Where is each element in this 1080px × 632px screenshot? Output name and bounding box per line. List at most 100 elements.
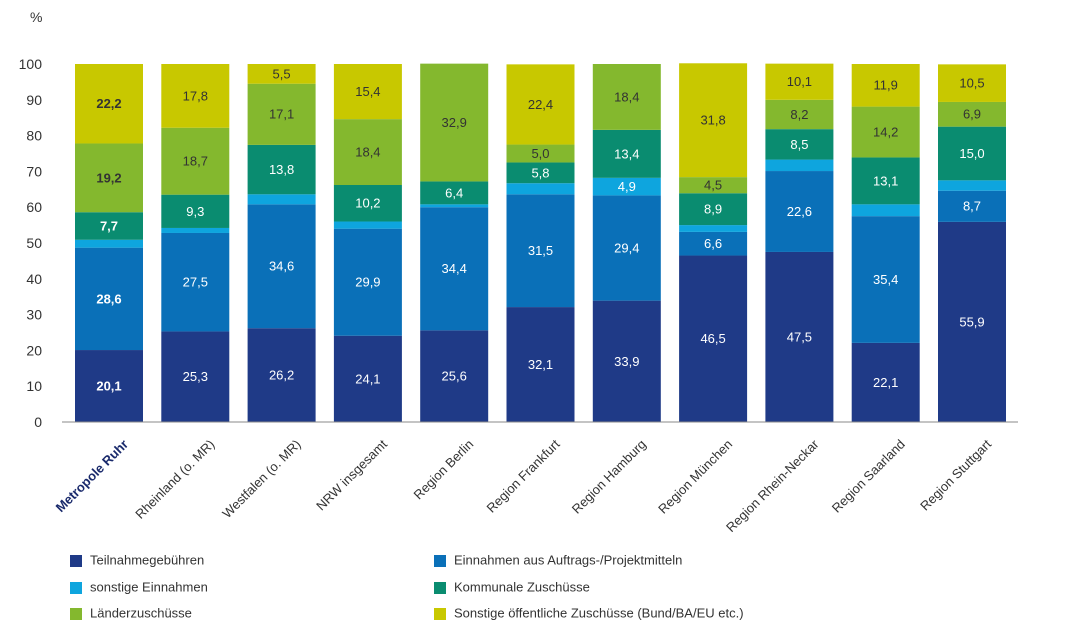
data-label: 22,6 (787, 204, 812, 219)
x-tick-label: Region Berlin (411, 437, 477, 503)
legend-item: Teilnahmegebühren (70, 552, 204, 567)
bar-segment (247, 328, 316, 422)
data-label: 17,8 (183, 88, 208, 103)
bar-segment (333, 335, 402, 422)
data-label: 15,4 (355, 84, 380, 99)
bar-segment (938, 64, 1006, 102)
y-tick-label: 10 (26, 378, 42, 394)
bar-segment (592, 177, 661, 196)
x-tick-label: Region München (655, 437, 735, 517)
bar-segment (506, 64, 575, 145)
data-label: 29,9 (355, 275, 380, 290)
data-label: 11,9 (874, 78, 898, 93)
bar-segment (592, 64, 661, 130)
data-label: 31,8 (700, 113, 725, 128)
bar-segment (333, 228, 402, 336)
data-label: 24,1 (355, 371, 380, 386)
y-tick-label: 80 (26, 128, 42, 144)
bar-segment (506, 162, 575, 184)
bar-segment (75, 212, 143, 240)
bar-segment (161, 331, 230, 422)
x-tick-label: NRW insgesamt (313, 436, 390, 513)
legend-swatch (70, 582, 82, 594)
legend-item: Länderzuschüsse (70, 605, 192, 620)
bar-segment (592, 195, 661, 301)
bar-stack: 25,3 27,5 9,3 18,7 17,8 (161, 64, 230, 422)
bar-segment (592, 129, 661, 178)
data-label: 25,6 (442, 369, 467, 384)
y-axis-unit-label: % (30, 9, 42, 25)
x-tick-label: Region Hamburg (569, 437, 649, 517)
bar-segment (851, 157, 920, 205)
legend: Teilnahmegebühren Einnahmen aus Auftrags-… (70, 552, 744, 620)
x-tick-label: Region Stuttgart (917, 436, 994, 513)
bar-segment (333, 64, 402, 120)
bar-segment (765, 99, 834, 130)
legend-swatch (434, 608, 446, 620)
bar-segment (851, 204, 920, 217)
data-label: 13,4 (614, 146, 639, 161)
bar-segment (161, 232, 230, 332)
data-label: 4,9 (618, 179, 636, 194)
bar-segment (938, 126, 1006, 181)
data-label: 32,1 (528, 357, 553, 372)
bar-stack: 55,9 8,7 15,0 6,9 10,5 (938, 64, 1006, 422)
data-label: 8,2 (790, 107, 808, 122)
bar-stack: 26,2 34,6 13,8 17,1 5,5 (247, 64, 316, 422)
bar-segment (765, 129, 834, 160)
data-label: 6,6 (704, 236, 722, 251)
bar-segment (851, 216, 920, 343)
y-tick-label: 90 (26, 92, 42, 108)
data-label: 10,5 (959, 76, 984, 91)
bar-segment (75, 143, 143, 213)
bar-segment (506, 307, 575, 422)
data-label: 34,4 (442, 261, 467, 276)
legend-label: sonstige Einnahmen (90, 579, 208, 594)
legend-item: Einnahmen aus Auftrags-/Projektmitteln (434, 552, 682, 567)
y-tick-label: 40 (26, 271, 42, 287)
data-label: 34,6 (269, 259, 294, 274)
bar-segment (592, 300, 661, 422)
data-label: 5,0 (531, 146, 549, 161)
x-tick-label: Region Saarland (829, 437, 908, 516)
bar-segment (161, 127, 230, 195)
data-label: 18,7 (183, 154, 208, 169)
data-label: 32,9 (442, 115, 467, 130)
bar-segment (333, 185, 402, 222)
y-tick-label: 20 (26, 342, 42, 358)
data-label: 18,4 (614, 89, 639, 104)
bar-stack: 47,5 22,6 8,5 8,2 10,1 (765, 63, 834, 422)
bar-segment (765, 63, 834, 100)
data-label: 13,8 (269, 162, 294, 177)
y-tick-label: 0 (34, 414, 42, 430)
data-label: 46,5 (700, 331, 725, 346)
bars: 20,1 28,6 7,7 19,2 22,2 25,3 27,5 9,3 18,7 17,8 26… (75, 63, 1006, 422)
data-label: 29,4 (614, 240, 639, 255)
bar-segment (420, 207, 489, 331)
bar-segment (851, 342, 920, 422)
data-label: 47,5 (787, 329, 812, 344)
bar-stack: 25,6 34,4 6,4 32,9 (420, 63, 489, 422)
bar-segment (333, 119, 402, 186)
bar-segment (333, 221, 402, 229)
bar-segment (161, 227, 230, 233)
bar-segment (75, 350, 143, 422)
y-tick-label: 100 (19, 56, 43, 72)
bar-segment (75, 64, 143, 144)
data-label: 4,5 (704, 178, 722, 193)
x-axis-category-labels: Metropole Ruhr Rheinland (o. MR) Westfalen… (53, 436, 995, 535)
x-tick-label: Region Rhein-Neckar (723, 436, 822, 535)
x-tick-label: Region Frankfurt (484, 436, 563, 515)
bar-segment (247, 204, 316, 329)
bar-stack: 20,1 28,6 7,7 19,2 22,2 (75, 64, 143, 422)
bar-segment (938, 190, 1006, 222)
y-tick-label: 60 (26, 199, 42, 215)
data-label: 6,4 (445, 185, 463, 200)
legend-label: Sonstige öffentliche Zuschüsse (Bund/BA/… (454, 605, 744, 620)
data-label: 28,6 (96, 291, 121, 306)
legend-label: Kommunale Zuschüsse (454, 579, 590, 594)
bar-segment (420, 181, 489, 205)
y-tick-label: 50 (26, 235, 42, 251)
data-label: 6,9 (963, 107, 981, 122)
